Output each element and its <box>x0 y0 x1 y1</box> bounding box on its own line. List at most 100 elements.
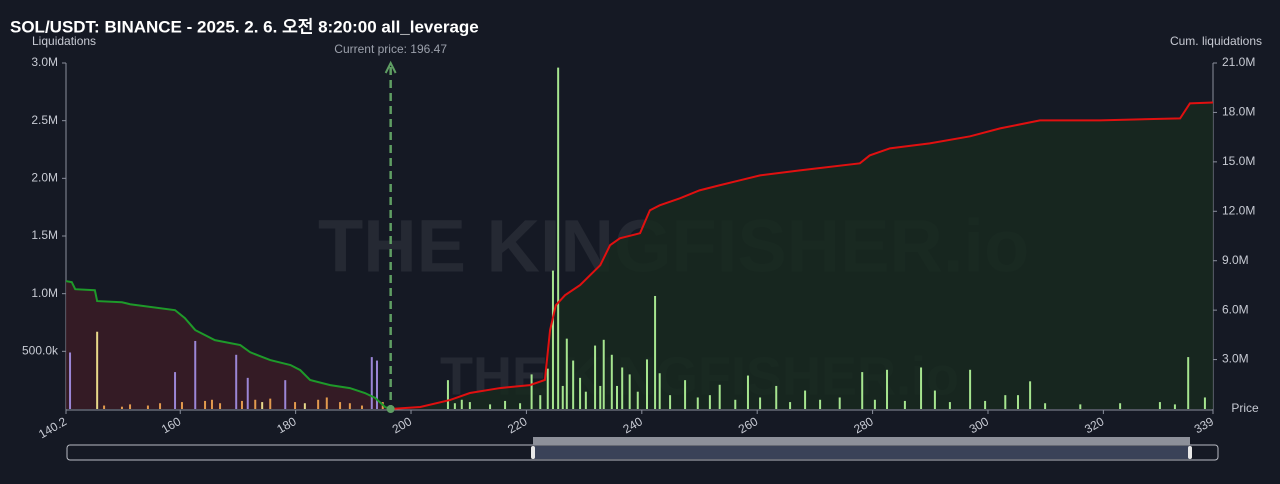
bar <box>696 397 699 409</box>
bar <box>984 400 987 409</box>
bar <box>584 391 587 409</box>
bar <box>303 403 306 409</box>
bar <box>628 374 631 409</box>
scrollbar[interactable] <box>66 437 1219 461</box>
bar <box>654 295 657 409</box>
bar <box>269 398 272 409</box>
bar <box>219 403 222 409</box>
bar <box>658 373 661 409</box>
bar <box>615 385 618 409</box>
bar <box>819 399 822 409</box>
scroll-handle[interactable] <box>531 446 535 459</box>
bar <box>804 390 807 409</box>
y-tick-label: 3.0M <box>31 55 58 69</box>
cum-line <box>65 280 391 410</box>
bar <box>775 385 778 409</box>
cum-line <box>390 101 1214 410</box>
bar <box>1173 404 1176 409</box>
bar <box>294 402 297 409</box>
bar <box>348 403 351 409</box>
bar <box>579 377 582 409</box>
bar <box>317 399 320 409</box>
bar <box>453 403 456 409</box>
bar <box>886 369 889 409</box>
bar <box>621 367 624 409</box>
bar <box>948 402 951 409</box>
y2-axis-label: Cum. liquidations <box>1170 34 1262 48</box>
y-tick-label: 1.0M <box>31 286 58 300</box>
bar <box>861 372 864 409</box>
cum-area <box>66 281 391 409</box>
y2-tick-label: 3.0M <box>1222 352 1249 366</box>
bar <box>284 380 287 409</box>
bar <box>159 403 162 409</box>
bar <box>708 395 711 409</box>
bar <box>669 395 672 409</box>
bar <box>718 384 721 409</box>
scroll-bar[interactable] <box>533 437 1190 445</box>
y2-tick-label: 6.0M <box>1222 302 1249 316</box>
bar <box>684 380 687 409</box>
y-tick-label: 1.5M <box>31 228 58 242</box>
bar <box>1016 395 1019 409</box>
bar <box>519 403 522 409</box>
bar <box>370 357 373 409</box>
bar <box>789 402 792 409</box>
bar <box>339 402 342 409</box>
bar <box>746 375 749 409</box>
bar <box>360 405 363 409</box>
bar <box>903 400 906 409</box>
bar <box>504 400 507 409</box>
y-tick-label: 2.0M <box>31 171 58 185</box>
bar <box>546 368 549 409</box>
bar <box>489 404 492 409</box>
chart-title: SOL/USDT: BINANCE - 2025. 2. 6. 오전 8:20:… <box>10 17 479 36</box>
x-axis-label: Price <box>1231 401 1259 415</box>
bar <box>530 374 533 409</box>
bar <box>180 402 183 409</box>
bar <box>610 354 613 409</box>
bar <box>572 360 575 409</box>
bar <box>1119 403 1122 409</box>
bar <box>1079 404 1082 409</box>
bar <box>103 405 106 409</box>
bar <box>561 385 564 409</box>
current-price-dot <box>386 405 395 413</box>
bar <box>468 402 471 409</box>
bar <box>235 354 238 409</box>
bar <box>969 369 972 409</box>
bar <box>557 67 560 409</box>
bar <box>599 385 602 409</box>
y2-tick-label: 21.0M <box>1222 55 1255 69</box>
scroll-handle[interactable] <box>1188 446 1192 459</box>
bar <box>933 390 936 409</box>
bar <box>759 397 762 409</box>
bar <box>325 397 328 409</box>
bar <box>146 405 149 409</box>
bar <box>1029 381 1032 409</box>
bar <box>129 404 132 409</box>
bar <box>375 360 378 409</box>
bar <box>69 352 72 409</box>
bar <box>1004 395 1007 409</box>
bar <box>254 399 257 409</box>
scroll-range[interactable] <box>533 446 1190 459</box>
bar <box>1044 403 1047 409</box>
bar <box>602 339 605 409</box>
y2-tick-label: 18.0M <box>1222 105 1255 119</box>
bar <box>565 338 568 409</box>
bar <box>646 359 649 409</box>
bar <box>1203 397 1206 409</box>
bar <box>636 391 639 409</box>
current-price-arrow <box>384 60 397 74</box>
bar <box>838 397 841 409</box>
bar <box>539 395 542 409</box>
cum-area <box>390 102 1213 410</box>
y2-tick-label: 15.0M <box>1222 154 1255 168</box>
bar <box>734 399 737 409</box>
bar <box>194 340 197 409</box>
bar <box>1187 357 1190 409</box>
bar <box>551 270 554 409</box>
bar <box>594 345 597 409</box>
